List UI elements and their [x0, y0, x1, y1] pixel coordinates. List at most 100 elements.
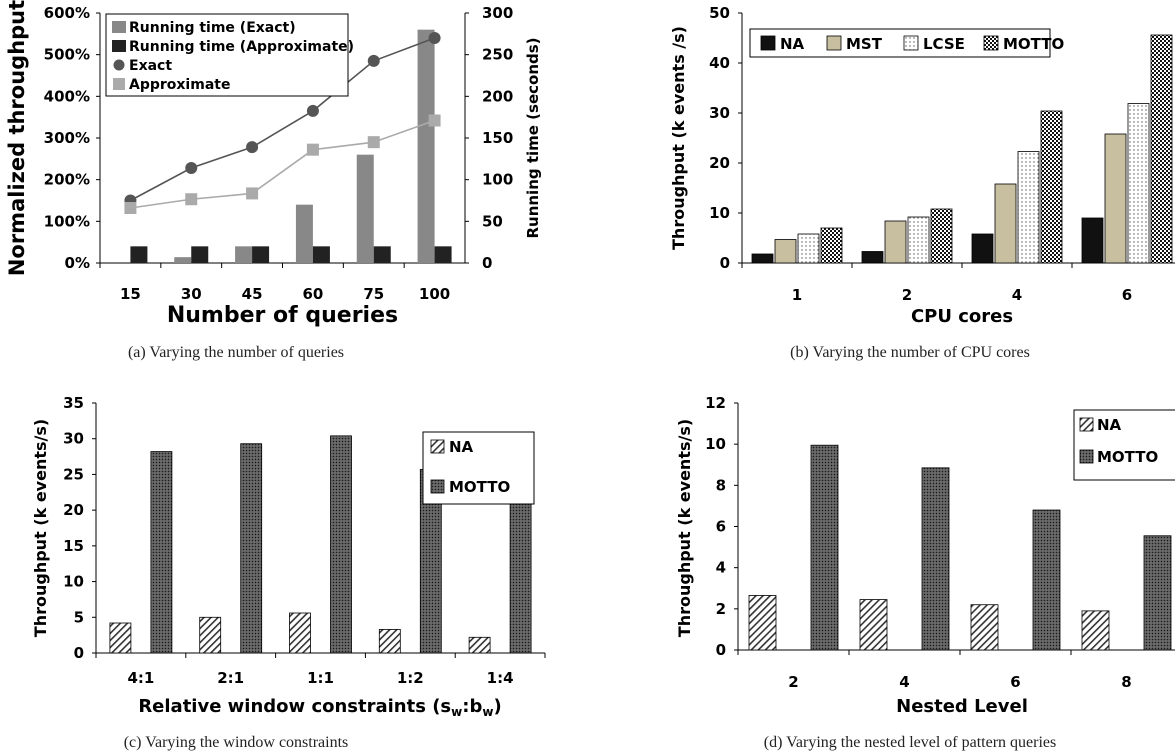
x-axis-title: Relative window constraints (sw:bw)	[138, 696, 501, 719]
bar-na	[1081, 610, 1110, 651]
x-tick-label: 60	[302, 285, 323, 303]
legend-label: Approximate	[129, 77, 230, 93]
bar-lcse	[907, 216, 930, 264]
legend-label: NA	[780, 35, 805, 53]
bar-running-time-approx	[373, 246, 391, 263]
y-right-tick-label: 150	[482, 129, 513, 147]
y-tick-label: 12	[705, 394, 726, 412]
legend-swatch	[112, 40, 126, 52]
legend-label: Running time (Approximate)	[129, 39, 354, 55]
legend-swatch-motto	[983, 35, 999, 51]
y-tick-label: 15	[63, 537, 84, 555]
bar-motto	[240, 443, 263, 654]
bar-motto	[1040, 110, 1063, 264]
bar-running-time-exact	[235, 246, 253, 263]
bar-running-time-exact	[295, 204, 313, 263]
bar-na	[751, 253, 774, 264]
point-exact	[185, 162, 198, 174]
bar-mst	[884, 220, 907, 264]
y-tick-label: 6	[716, 518, 726, 536]
bar-na	[970, 604, 999, 651]
y-tick-label: 10	[705, 435, 726, 453]
legend-label: MST	[846, 35, 883, 53]
x-tick-label: 2:1	[217, 669, 244, 687]
point-approximate	[124, 202, 137, 214]
panel-b-cpu-cores: 0 10 20 30 40 50 1 2 4 6 NA MST LCSE MOTTO CPU cores Th…	[669, 4, 1175, 327]
point-exact	[246, 141, 259, 154]
bar-mst	[994, 183, 1017, 264]
x-tick-label: 4:1	[127, 669, 154, 687]
legend-swatch-na	[1079, 417, 1094, 432]
y-tick-label: 10	[63, 573, 84, 591]
x-tick-label: 6	[1122, 286, 1132, 304]
y-right-tick-label: 100	[482, 171, 513, 189]
point-approximate	[367, 136, 380, 149]
legend-frame	[749, 28, 1051, 58]
y-tick-label: 0	[716, 641, 726, 659]
bar-mst	[1104, 133, 1127, 264]
bar-running-time-approx	[252, 246, 270, 263]
bar-na	[289, 612, 311, 654]
y-left-tick-label: 300%	[44, 129, 90, 147]
x-tick-label: 100	[419, 285, 450, 303]
legend-swatch-lcse	[903, 35, 919, 51]
bar-running-time-approx	[312, 246, 330, 263]
x-tick-label: 2	[902, 286, 912, 304]
legend-d: NA MOTTO	[1073, 409, 1175, 481]
bar-na	[971, 233, 994, 264]
legend-b: NA MST LCSE MOTTO	[749, 28, 1064, 58]
y-tick-label: 8	[716, 476, 726, 494]
point-approximate	[306, 143, 319, 156]
point-exact	[306, 104, 319, 117]
x-tick-label: 75	[363, 285, 384, 303]
x-tick-label: 30	[181, 285, 202, 303]
bar-lcse	[797, 233, 820, 264]
bar-na	[199, 616, 222, 654]
x-tick-label: 45	[242, 285, 263, 303]
legend-label: NA	[449, 438, 474, 456]
x-tick-label: 15	[120, 285, 141, 303]
point-approximate	[428, 114, 441, 127]
bar-lcse	[1127, 103, 1150, 264]
legend-a: Running time (Exact) Running time (Approx…	[105, 13, 354, 97]
x-tick-label: 1:1	[307, 669, 334, 687]
bar-running-time-exact	[174, 257, 192, 263]
legend-label: MOTTO	[1097, 448, 1158, 466]
bar-na	[468, 636, 491, 654]
bar-motto	[1032, 509, 1061, 651]
y-tick-label: 0	[74, 644, 84, 662]
point-exact	[367, 54, 380, 67]
point-approximate	[246, 187, 259, 200]
y-right-tick-label: 0	[482, 254, 492, 272]
bar-motto	[810, 444, 839, 651]
y-left-tick-label: 500%	[44, 46, 90, 64]
legend-label: LCSE	[923, 35, 965, 53]
legend-swatch-motto	[1079, 449, 1094, 464]
point-exact	[428, 32, 441, 44]
series-line-approximate	[130, 119, 435, 209]
bar-motto	[921, 467, 950, 651]
legend-swatch-na	[430, 439, 445, 454]
legend-label: Exact	[129, 58, 172, 74]
bar-motto	[1150, 34, 1173, 264]
legend-swatch	[112, 21, 126, 33]
y-left-tick-label: 400%	[44, 87, 90, 105]
legend-swatch-motto	[430, 479, 445, 494]
bar-na	[748, 595, 777, 651]
y-tick-label: 30	[709, 104, 730, 122]
legend-marker	[113, 78, 125, 90]
x-tick-label: 1:4	[487, 669, 514, 687]
y-tick-label: 25	[63, 465, 84, 483]
x-tick-label: 4	[1012, 286, 1022, 304]
y-tick-label: 4	[716, 559, 726, 577]
y-axis-title: Throughput (k events/s)	[675, 419, 694, 637]
y-right-tick-label: 200	[482, 87, 513, 105]
bar-motto	[150, 451, 173, 654]
legend-swatch-mst	[826, 35, 842, 51]
x-tick-label: 6	[1010, 673, 1020, 691]
y-left-tick-label: 0%	[65, 254, 90, 272]
legend-swatch-na	[760, 35, 776, 51]
panel-d-nested-level: 0 2 4 6 8 10 12 2 4 6 8 NA MOTTO Nested Level Throughp…	[675, 394, 1175, 717]
y-tick-label: 20	[63, 501, 84, 519]
y-tick-label: 20	[709, 154, 730, 172]
